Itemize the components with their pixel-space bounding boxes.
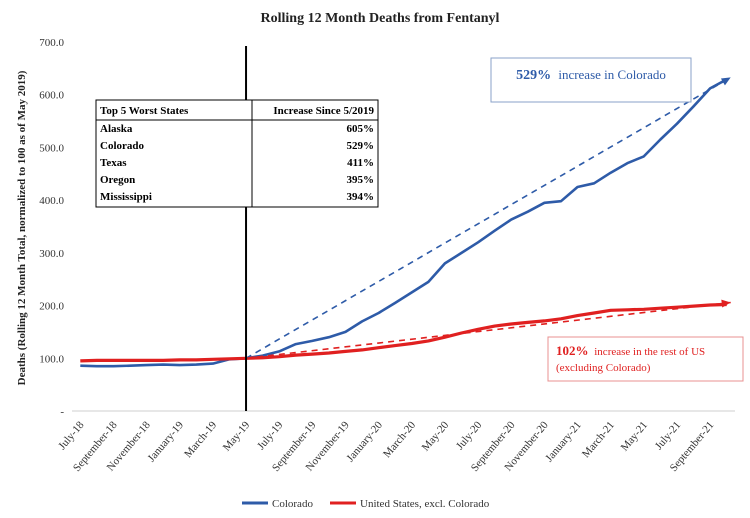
x-tick-label: May-20 [420, 419, 452, 454]
table-row-colorado-state: Colorado [100, 140, 145, 152]
table-row-mississippi-state: Mississippi [100, 191, 152, 203]
x-tick-label: July-19 [255, 419, 286, 452]
x-tick-label: March-20 [381, 419, 418, 460]
y-tick-label: 500.0 [39, 142, 64, 154]
x-tick-label: July-18 [56, 419, 87, 452]
annotation-colorado-pct: 529% [516, 68, 551, 83]
y-tick-label: - [60, 406, 64, 418]
annotation-us-line2: (excluding Colorado) [556, 362, 651, 374]
table-header-increase: Increase Since 5/2019 [273, 105, 374, 117]
table-frame [95, 99, 379, 208]
y-tick-label: 300.0 [39, 248, 64, 260]
legend-label-us: United States, excl. Colorado [360, 498, 490, 510]
table-row-texas-state: Texas [100, 157, 127, 169]
table-header-state: Top 5 Worst States [100, 105, 189, 117]
x-tick-label: July-21 [653, 419, 683, 452]
x-tick-label: July-20 [454, 419, 485, 452]
annotation-us-text: 102% increase in the rest of US [556, 343, 705, 358]
annotation-colorado: 529% increase in Colorado [490, 57, 692, 103]
trend-line-us [245, 301, 731, 360]
table-row-texas-value: 411% [347, 157, 374, 169]
x-tick-label: January-20 [344, 419, 385, 465]
x-tick-label: March-21 [580, 419, 617, 460]
annotation-us: 102% increase in the rest of US (excludi… [547, 336, 744, 382]
table-row-alaska-state: Alaska [100, 123, 133, 135]
y-tick-label: 200.0 [39, 301, 64, 313]
annotation-us-box [547, 336, 744, 382]
y-tick-label: 400.0 [39, 195, 64, 207]
table-row-alaska-value: 605% [347, 123, 375, 135]
series-line-colorado [80, 78, 728, 368]
legend: Colorado United States, excl. Colorado [242, 498, 490, 510]
annotation-us-label: increase in the rest of US [594, 346, 705, 358]
table-row-oregon-value: 395% [347, 174, 375, 186]
y-axis-label: Deaths (Rolling 12 Month Total, normaliz… [16, 70, 28, 385]
series-line-us [80, 302, 727, 363]
trend-arrowhead-colorado [720, 77, 731, 86]
y-tick-label: 100.0 [39, 353, 64, 365]
chart-title: Rolling 12 Month Deaths from Fentanyl [261, 11, 500, 26]
annotation-colorado-box [490, 57, 692, 103]
y-tick-label: 600.0 [39, 90, 64, 102]
annotation-colorado-label: increase in Colorado [558, 67, 666, 82]
x-tick-label: May-21 [619, 419, 651, 453]
table-row-oregon-state: Oregon [100, 174, 135, 186]
x-tick-label: March-19 [182, 419, 219, 460]
states-table: Top 5 Worst States Increase Since 5/2019… [95, 99, 379, 208]
y-axis: - 100.0 200.0 300.0 400.0 500.0 600.0 700.0 [39, 37, 64, 418]
annotation-us-pct: 102% [556, 343, 589, 358]
y-tick-label: 700.0 [39, 37, 64, 49]
x-tick-label: May-19 [221, 419, 253, 454]
annotation-colorado-text: 529% increase in Colorado [516, 67, 666, 83]
legend-label-colorado: Colorado [272, 498, 313, 510]
x-tick-label: January-19 [145, 419, 186, 465]
series-layer [80, 78, 728, 368]
table-row-mississippi-value: 394% [347, 191, 375, 203]
trend-arrowhead-us [721, 299, 731, 308]
trend-line-colorado [245, 76, 732, 359]
table-row-colorado-value: 529% [347, 140, 375, 152]
x-axis: July-18September-18November-18January-19… [56, 419, 716, 474]
